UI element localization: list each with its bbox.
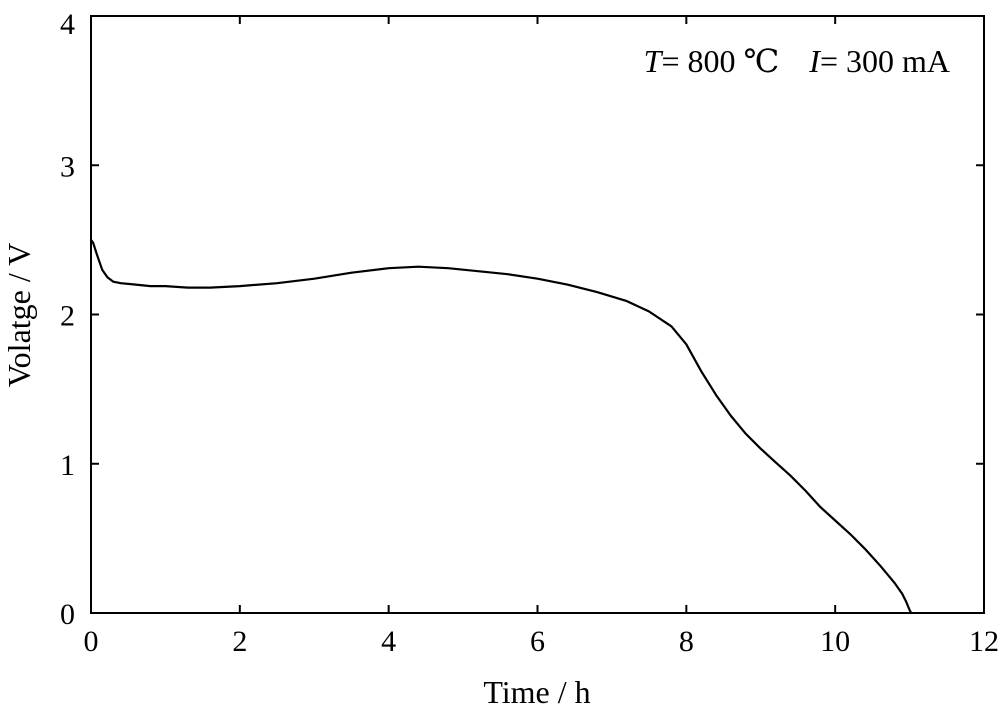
x-tick-label: 4 (381, 625, 396, 658)
current-symbol: I (808, 43, 821, 79)
x-tick-label: 10 (820, 625, 850, 658)
x-tick-label: 2 (232, 625, 247, 658)
x-tick-label: 6 (530, 625, 545, 658)
axis-ticks (91, 16, 984, 613)
temperature-symbol: T (644, 43, 664, 79)
y-tick-label: 1 (60, 449, 75, 482)
x-axis-title: Time / h (483, 674, 590, 708)
y-tick-label: 0 (60, 598, 75, 631)
y-axis-title: Volatge / V (1, 243, 37, 388)
x-tick-label: 0 (84, 625, 99, 658)
y-tick-label: 3 (60, 150, 75, 183)
series-layer (89, 238, 913, 615)
x-tick-label: 8 (679, 625, 694, 658)
series-line-voltage (89, 238, 913, 615)
y-tick-label: 4 (60, 8, 75, 41)
y-tick-label: 2 (60, 300, 75, 333)
plot-frame (90, 15, 985, 614)
temperature-value: = 800 ℃ (661, 43, 779, 79)
conditions-annotation: T= 800 ℃ I= 300 mA (644, 43, 950, 79)
current-value: = 300 mA (820, 43, 950, 79)
x-tick-label: 12 (969, 625, 999, 658)
